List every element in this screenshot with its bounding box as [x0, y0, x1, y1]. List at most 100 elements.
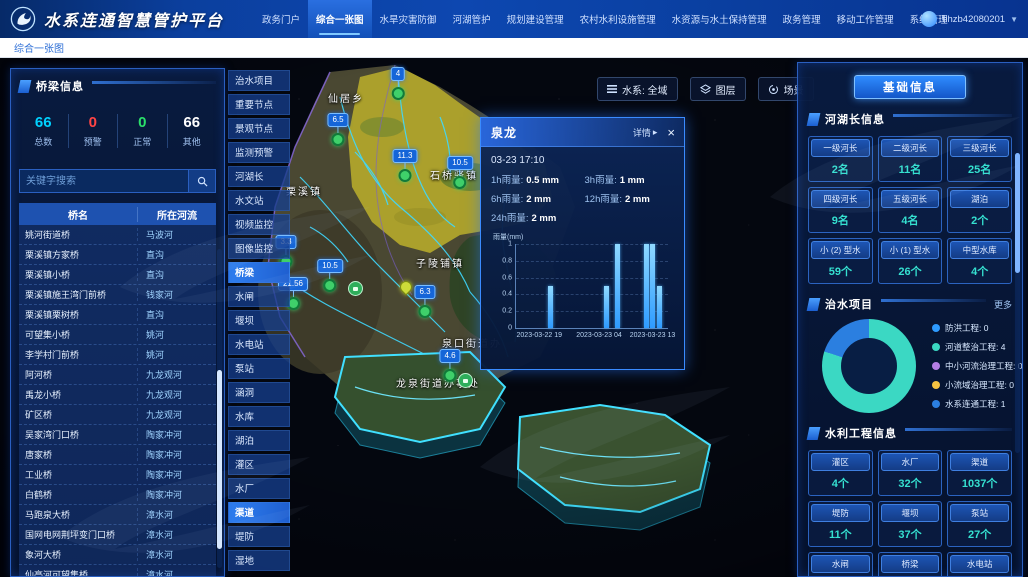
table-row[interactable]: 阿河桥 九龙观河 [19, 365, 216, 385]
work-card-2[interactable]: 渠道 1037个 [947, 450, 1012, 496]
nav-tab-4[interactable]: 规划建设管理 [506, 15, 564, 26]
layer-menu-item-6[interactable]: 视频监控 [228, 214, 290, 235]
panel-scrollbar-thumb[interactable] [1015, 153, 1020, 273]
table-scrollbar[interactable] [217, 249, 222, 568]
legend-label: 河道整治工程: 4 [945, 342, 1006, 352]
map-marker[interactable]: 10.5 [317, 259, 343, 292]
legend-item-4: 水系连通工程: 1 [932, 398, 1022, 410]
water-system-filter-button[interactable]: 水系: 全域 [597, 77, 678, 101]
map-marker[interactable]: 10.5 [447, 156, 473, 189]
work-card-8[interactable]: 水电站3个 [947, 552, 1012, 576]
table-row[interactable]: 栗溪镇方家桥 直沟 [19, 245, 216, 265]
map-marker[interactable]: 11.3 [392, 149, 418, 182]
nav-tab-7[interactable]: 政务管理 [782, 15, 821, 26]
user-menu[interactable]: hhzb42080201 ▼ [921, 0, 1018, 38]
rain-metric-4: 24h雨量: 2 mm [491, 210, 581, 224]
chief-card-0[interactable]: 一级河长 2名 [808, 136, 873, 182]
chief-card-3[interactable]: 四级河长 9名 [808, 187, 873, 233]
chief-card-2[interactable]: 三级河长 25名 [947, 136, 1012, 182]
work-card-1[interactable]: 水厂 32个 [877, 450, 943, 496]
nav-tabs: 政务门户 综合一张图 水旱灾害防御 河湖管护 规划建设管理 农村水利设施管理 水资源与水土保… [254, 0, 956, 38]
layer-menu-item-5[interactable]: 水文站 [228, 190, 290, 211]
nav-tab-8[interactable]: 移动工作管理 [836, 15, 894, 26]
nav-tab-5[interactable]: 农村水利设施管理 [579, 15, 656, 26]
table-row[interactable]: 栗溪镇栗树桥 直沟 [19, 305, 216, 325]
work-card-3[interactable]: 堤防 11个 [808, 501, 873, 547]
layer-menu-item-18[interactable]: 渠道 [228, 502, 290, 523]
table-row[interactable]: 吴家湾门口桥 陶家冲河 [19, 425, 216, 445]
layer-menu-item-10[interactable]: 堰坝 [228, 310, 290, 331]
table-row[interactable]: 栗溪镇施王湾门前桥 钱家河 [19, 285, 216, 305]
nav-tab-0[interactable]: 政务门户 [262, 15, 301, 26]
layers-button[interactable]: 图层 [689, 77, 746, 101]
table-row[interactable]: 仙亭河可望集桥 漳水河 [19, 565, 216, 576]
layer-menu-item-3[interactable]: 监测预警 [228, 142, 290, 163]
chief-card-7[interactable]: 小 (1) 型水 26个 [877, 238, 943, 284]
stat-label: 总数 [34, 137, 53, 147]
layer-menu-item-9[interactable]: 水闸 [228, 286, 290, 307]
table-row[interactable]: 栗溪镇小桥 直沟 [19, 265, 216, 285]
camera-station-icon[interactable] [348, 281, 363, 296]
camera-station-icon[interactable] [458, 373, 473, 388]
work-card-0[interactable]: 灌区 4个 [808, 450, 873, 496]
layer-menu-item-15[interactable]: 湖泊 [228, 430, 290, 451]
layer-menu-item-14[interactable]: 水库 [228, 406, 290, 427]
table-row[interactable]: 象河大桥 漳水河 [19, 545, 216, 565]
map-place-label: 栗溪镇 [286, 187, 322, 198]
table-row[interactable]: 工业桥 陶家冲河 [19, 465, 216, 485]
layer-menu-item-13[interactable]: 涵洞 [228, 382, 290, 403]
chevron-right-icon[interactable]: ▸ [652, 126, 658, 137]
chief-card-8[interactable]: 中型水库 4个 [947, 238, 1012, 284]
map-marker[interactable]: 6.3 [414, 285, 436, 318]
layer-menu-item-2[interactable]: 景观节点 [228, 118, 290, 139]
nav-tab-2[interactable]: 水旱灾害防御 [379, 15, 437, 26]
table-row[interactable]: 唐家桥 陶家冲河 [19, 445, 216, 465]
legend-item-1: 河道整治工程: 4 [932, 341, 1022, 353]
bridge-name-cell: 唐家桥 [25, 450, 53, 460]
table-row[interactable]: 国网电网荆坪变门口桥 漳水河 [19, 525, 216, 545]
layer-menu-item-1[interactable]: 重要节点 [228, 94, 290, 115]
layer-menu-item-20[interactable]: 湿地 [228, 550, 290, 571]
chief-card-4[interactable]: 五级河长 4名 [877, 187, 943, 233]
table-row[interactable]: 可望集小桥 姚河 [19, 325, 216, 345]
popup-detail-link[interactable]: 详情 [632, 127, 651, 138]
layer-menu-item-7[interactable]: 图像监控 [228, 238, 290, 259]
nav-tab-3[interactable]: 河湖管护 [452, 15, 491, 26]
work-card-7[interactable]: 桥梁66个 [877, 552, 943, 576]
map-marker[interactable]: 6.5 [327, 113, 349, 146]
search-button[interactable] [189, 169, 216, 193]
table-row[interactable]: 禹龙小桥 九龙观河 [19, 385, 216, 405]
projects-more-link[interactable]: 更多 [993, 299, 1012, 310]
nav-tab-6[interactable]: 水资源与水土保持管理 [671, 15, 767, 26]
layer-menu-item-11[interactable]: 水电站 [228, 334, 290, 355]
close-icon[interactable]: × [667, 124, 675, 140]
work-card-6[interactable]: 水闸47个 [808, 552, 873, 576]
layer-menu-item-0[interactable]: 治水项目 [228, 70, 290, 91]
marker-station-dot-icon [323, 279, 337, 292]
map-marker[interactable]: 4.6 [439, 349, 461, 382]
nav-tab-1[interactable]: 综合一张图 [308, 0, 372, 38]
table-row[interactable]: 马跑泉大桥 漳水河 [19, 505, 216, 525]
work-card-4[interactable]: 堰坝 37个 [877, 501, 943, 547]
work-card-5[interactable]: 泵站 27个 [947, 501, 1012, 547]
table-scrollbar-thumb[interactable] [217, 370, 222, 549]
layer-menu-item-16[interactable]: 灌区 [228, 454, 290, 475]
table-row[interactable]: 矿区桥 九龙观河 [19, 405, 216, 425]
panel-scrollbar[interactable] [1015, 153, 1020, 453]
layer-menu-item-19[interactable]: 堤防 [228, 526, 290, 547]
chief-card-1[interactable]: 二级河长 11名 [877, 136, 943, 182]
chief-card-6[interactable]: 小 (2) 型水 59个 [808, 238, 873, 284]
table-row[interactable]: 姚河街道桥 马波河 [19, 225, 216, 245]
layer-menu-item-12[interactable]: 泵站 [228, 358, 290, 379]
basic-info-button[interactable]: 基础信息 [854, 75, 966, 99]
layer-menu-item-8[interactable]: 桥梁 [228, 262, 290, 283]
table-row[interactable]: 白鹤桥 陶家冲河 [19, 485, 216, 505]
breadcrumb[interactable]: 综合一张图 [14, 44, 64, 55]
table-row[interactable]: 李学村门前桥 姚河 [19, 345, 216, 365]
map-marker[interactable]: 4 [390, 67, 406, 100]
search-input[interactable] [19, 169, 189, 193]
layer-menu-item-17[interactable]: 水厂 [228, 478, 290, 499]
chief-card-5[interactable]: 湖泊 2个 [947, 187, 1012, 233]
layer-menu-item-4[interactable]: 河湖长 [228, 166, 290, 187]
